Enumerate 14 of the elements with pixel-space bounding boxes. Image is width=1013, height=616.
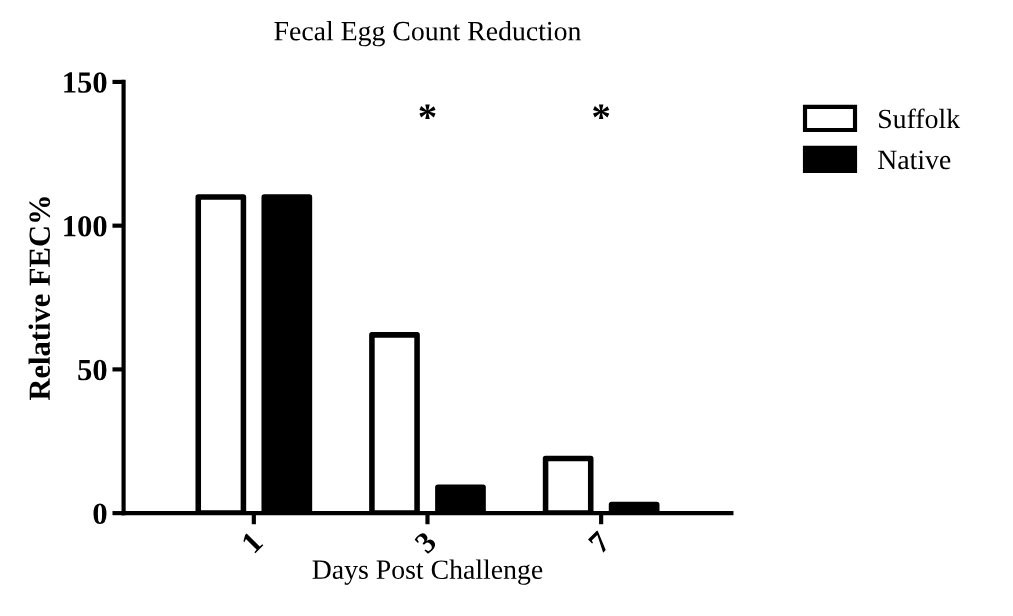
y-axis-title: Relative FEC%	[28, 197, 51, 401]
annotation: *	[419, 104, 436, 120]
annotation: *	[593, 104, 610, 120]
legend-label: Suffolk	[879, 108, 961, 129]
y-tick-label: 100	[64, 215, 107, 237]
x-axis-title: Days Post Challenge	[312, 559, 543, 585]
x-tick-label: 3	[413, 530, 438, 555]
y-tick-label: 50	[78, 359, 107, 381]
y-tick-label: 0	[93, 503, 107, 525]
x-tick-label: 1	[241, 530, 264, 554]
legend-label: Native	[878, 150, 951, 170]
y-tick-label: 150	[64, 72, 107, 93]
chart-title: Fecal Egg Count Reduction	[274, 20, 581, 47]
x-tick-label: 7	[588, 530, 612, 554]
